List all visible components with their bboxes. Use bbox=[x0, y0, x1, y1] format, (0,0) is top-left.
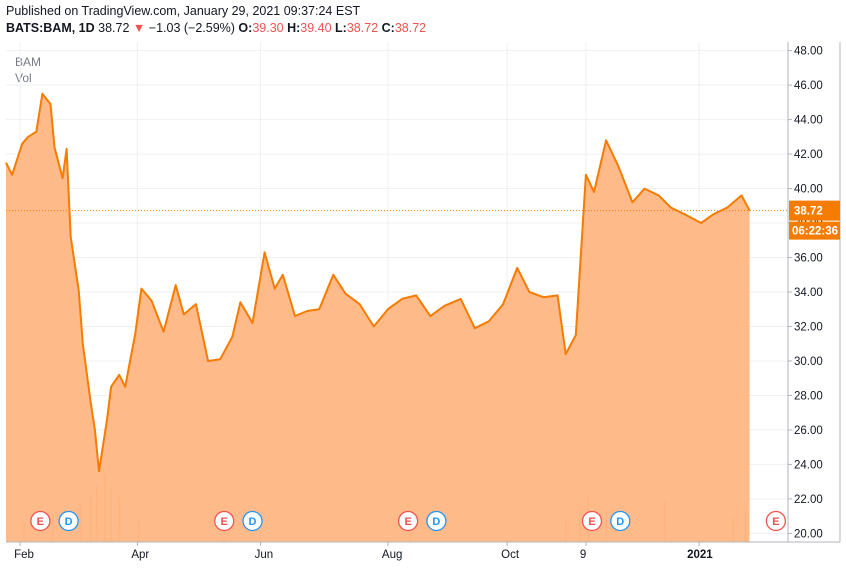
dividend-marker[interactable]: D bbox=[610, 510, 631, 532]
volume-pane-label: Vol bbox=[15, 71, 32, 85]
y-tick-label: 36.00 bbox=[794, 253, 823, 265]
down-arrow-icon: ▼ bbox=[132, 21, 146, 35]
close-value: 38.72 bbox=[394, 21, 427, 35]
y-tick-label: 46.00 bbox=[794, 80, 823, 92]
marker-label: D bbox=[65, 516, 73, 528]
axes: 20.00 22.00 24.00 26.00 28.00 30.00 32.00 34.00… bbox=[6, 42, 841, 561]
marker-label: D bbox=[249, 516, 257, 528]
marker-label: E bbox=[221, 516, 228, 528]
marker-label: E bbox=[404, 516, 411, 528]
marker-label: E bbox=[588, 516, 595, 528]
low-value: 38.72 bbox=[346, 21, 379, 35]
symbol-label[interactable]: BATS:BAM, 1D bbox=[6, 21, 95, 35]
y-tick-label: 48.00 bbox=[794, 46, 823, 58]
low-label: L: bbox=[335, 21, 347, 35]
earnings-marker[interactable]: E bbox=[765, 510, 787, 532]
marker-circle bbox=[581, 510, 603, 532]
ticker-pane-label: BAM bbox=[15, 55, 42, 69]
x-tick-label: Apr bbox=[131, 549, 149, 561]
price-tag-value: 38.72 bbox=[794, 206, 823, 218]
y-tick-label: 24.00 bbox=[794, 459, 823, 471]
marker-circle bbox=[58, 510, 79, 532]
published-caption: Published on TradingView.com, January 29… bbox=[6, 4, 361, 18]
dividend-marker[interactable]: D bbox=[426, 510, 447, 532]
earnings-marker[interactable]: E bbox=[30, 510, 51, 532]
price-line bbox=[5, 92, 751, 473]
marker-label: D bbox=[616, 516, 624, 528]
last-price-tag: 38.72 06:22:36 bbox=[789, 200, 840, 240]
price-tag-box bbox=[789, 200, 840, 221]
y-tick-label: 28.00 bbox=[794, 390, 823, 402]
y-tick-label: 30.00 bbox=[794, 356, 823, 368]
marker-circle bbox=[397, 510, 419, 532]
marker-label: D bbox=[432, 516, 440, 528]
quote-line: BATS:BAM, 1D 38.72 ▼ −1.03 (−2.59%) O:39… bbox=[6, 21, 426, 35]
earnings-marker[interactable]: E bbox=[214, 510, 235, 532]
earnings-marker[interactable]: E bbox=[397, 510, 419, 532]
marker-label: E bbox=[37, 516, 44, 528]
x-tick-label: Oct bbox=[501, 549, 520, 561]
x-tick-label: Feb bbox=[14, 549, 34, 561]
marker-circle bbox=[214, 510, 235, 532]
earnings-marker[interactable]: E bbox=[581, 510, 603, 532]
dividend-marker[interactable]: D bbox=[242, 510, 263, 532]
marker-circle bbox=[30, 510, 51, 532]
y-tick-label: 44.00 bbox=[794, 115, 823, 127]
price-change: −1.03 (−2.59%) bbox=[148, 21, 235, 35]
marker-circle bbox=[242, 510, 263, 532]
y-tick-label: 40.00 bbox=[794, 184, 823, 196]
y-tick-label: 20.00 bbox=[794, 528, 823, 540]
y-tick-label: 34.00 bbox=[794, 287, 823, 299]
y-tick-label: 42.00 bbox=[794, 149, 823, 161]
x-tick-label: 2021 bbox=[687, 549, 713, 561]
open-value: 39.30 bbox=[252, 21, 284, 35]
last-price: 38.72 bbox=[98, 21, 130, 35]
dividend-marker[interactable]: D bbox=[58, 510, 79, 532]
y-tick-label: 26.00 bbox=[794, 425, 823, 437]
countdown-value: 06:22:36 bbox=[792, 226, 838, 238]
y-tick-label: 22.00 bbox=[794, 494, 823, 506]
open-label: O: bbox=[238, 21, 253, 35]
x-tick-label: 9 bbox=[580, 549, 586, 561]
marker-label: E bbox=[772, 516, 779, 528]
marker-circle bbox=[765, 510, 787, 532]
y-tick-label: 32.00 bbox=[794, 321, 823, 333]
price-series bbox=[5, 92, 788, 542]
countdown-box bbox=[789, 221, 840, 240]
marker-circle bbox=[426, 510, 447, 532]
x-tick-label: Jun bbox=[255, 549, 274, 561]
price-area bbox=[6, 93, 750, 542]
close-label: C: bbox=[381, 21, 395, 35]
marker-circle bbox=[610, 510, 631, 532]
x-tick-label: Aug bbox=[382, 549, 402, 561]
high-label: H: bbox=[287, 21, 301, 35]
high-value: 39.40 bbox=[300, 21, 332, 35]
